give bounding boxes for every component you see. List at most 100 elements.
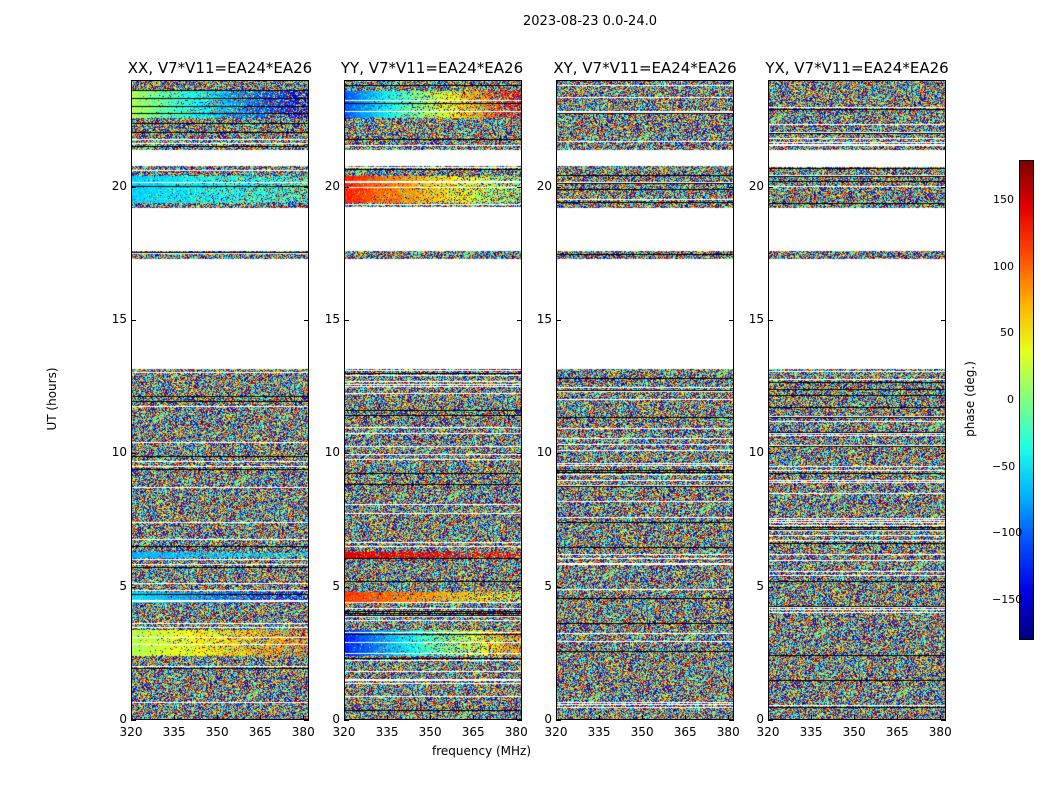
colorbar-tick-label: 50 (1000, 326, 1014, 340)
y-tick-label: 5 (119, 578, 127, 593)
y-tick-mark (344, 186, 349, 188)
y-tick-mark (768, 453, 773, 455)
y-tick-mark (517, 453, 522, 455)
x-tick-label: 335 (587, 725, 611, 739)
x-tick-label: 320 (332, 725, 356, 739)
y-tick-mark (729, 720, 734, 721)
panel-title-yx: YX, V7*V11=EA24*EA26 (765, 59, 949, 77)
x-tick-label: 365 (673, 725, 697, 739)
y-tick-mark (344, 453, 349, 455)
y-tick-mark (517, 320, 522, 321)
y-tick-mark (556, 186, 561, 188)
x-tick-mark (897, 715, 899, 720)
y-tick-mark (556, 320, 561, 321)
y-tick-mark (517, 186, 522, 188)
y-tick-label: 5 (544, 578, 552, 593)
y-tick-label: 0 (544, 712, 552, 726)
y-tick-label: 15 (748, 312, 764, 326)
x-tick-label: 320 (544, 725, 568, 739)
y-tick-label: 15 (536, 312, 552, 326)
x-tick-mark (516, 715, 518, 720)
y-tick-mark (304, 720, 309, 721)
y-tick-mark (729, 586, 734, 588)
y-tick-mark (131, 186, 136, 188)
y-tick-mark (768, 320, 773, 321)
x-tick-label: 365 (885, 725, 909, 739)
colorbar-label: phase (deg.) (963, 361, 977, 437)
panel-yy (344, 80, 522, 720)
colorbar-tick-label: −100 (992, 526, 1023, 540)
heatmap-xx (131, 80, 309, 720)
x-tick-label: 380 (716, 725, 740, 739)
heatmap-xy (556, 80, 734, 720)
x-tick-label: 320 (756, 725, 780, 739)
figure-title: 2023-08-23 0.0-24.0 (523, 14, 657, 29)
x-axis-label: frequency (MHz) (432, 744, 532, 758)
x-tick-label: 350 (842, 725, 866, 739)
y-tick-label: 15 (111, 312, 127, 326)
y-tick-mark (556, 586, 561, 588)
x-tick-mark (131, 715, 132, 720)
y-tick-label: 20 (111, 178, 127, 193)
x-tick-label: 335 (162, 725, 186, 739)
y-tick-label: 20 (324, 178, 340, 193)
colorbar-tick-label: 0 (1007, 393, 1014, 406)
panel-yx (768, 80, 946, 720)
y-tick-label: 5 (756, 578, 764, 593)
x-tick-label: 380 (504, 725, 528, 739)
y-tick-label: 5 (332, 578, 340, 593)
x-tick-mark (940, 715, 942, 720)
y-tick-mark (941, 453, 946, 455)
panel-title-xx: XX, V7*V11=EA24*EA26 (127, 59, 313, 77)
colorbar-tick-label: −150 (992, 593, 1023, 606)
x-tick-mark (728, 715, 730, 720)
y-tick-mark (768, 186, 773, 188)
x-tick-mark (811, 715, 813, 720)
x-tick-label: 365 (461, 725, 485, 739)
y-tick-label: 20 (536, 178, 552, 193)
y-tick-label: 15 (324, 312, 340, 326)
panel-title-xy: XY, V7*V11=EA24*EA26 (553, 59, 737, 77)
y-tick-mark (768, 586, 773, 588)
x-tick-label: 350 (630, 725, 654, 739)
y-tick-mark (131, 320, 136, 321)
y-tick-mark (941, 586, 946, 588)
panel-xy (556, 80, 734, 720)
colorbar-tick-label: 100 (993, 259, 1014, 273)
x-tick-label: 380 (291, 725, 315, 739)
x-tick-label: 335 (799, 725, 823, 739)
y-tick-mark (941, 186, 946, 188)
y-tick-mark (729, 186, 734, 188)
y-tick-mark (304, 186, 309, 188)
y-tick-mark (517, 720, 522, 721)
x-tick-mark (303, 715, 305, 720)
x-tick-mark (473, 715, 475, 720)
y-tick-label: 0 (332, 712, 340, 726)
y-tick-mark (344, 320, 349, 321)
x-tick-label: 350 (418, 725, 442, 739)
x-tick-mark (430, 715, 432, 720)
y-tick-label: 20 (748, 178, 764, 193)
y-tick-mark (304, 320, 309, 321)
x-tick-label: 365 (248, 725, 272, 739)
x-tick-mark (344, 715, 345, 720)
panel-title-yy: YY, V7*V11=EA24*EA26 (340, 59, 524, 77)
x-tick-mark (768, 715, 769, 720)
y-tick-label: 10 (324, 445, 340, 460)
y-tick-mark (131, 586, 136, 588)
y-tick-mark (344, 586, 349, 588)
y-tick-mark (556, 453, 561, 455)
y-tick-mark (556, 720, 561, 721)
heatmap-yy (344, 80, 522, 720)
y-tick-mark (941, 720, 946, 721)
x-tick-label: 350 (205, 725, 229, 739)
y-tick-label: 10 (748, 445, 764, 460)
x-tick-label: 320 (119, 725, 143, 739)
y-tick-mark (131, 720, 136, 721)
x-tick-mark (260, 715, 262, 720)
y-tick-mark (729, 453, 734, 455)
x-tick-label: 380 (928, 725, 952, 739)
x-tick-mark (217, 715, 219, 720)
y-tick-label: 0 (756, 712, 764, 726)
x-tick-mark (174, 715, 176, 720)
